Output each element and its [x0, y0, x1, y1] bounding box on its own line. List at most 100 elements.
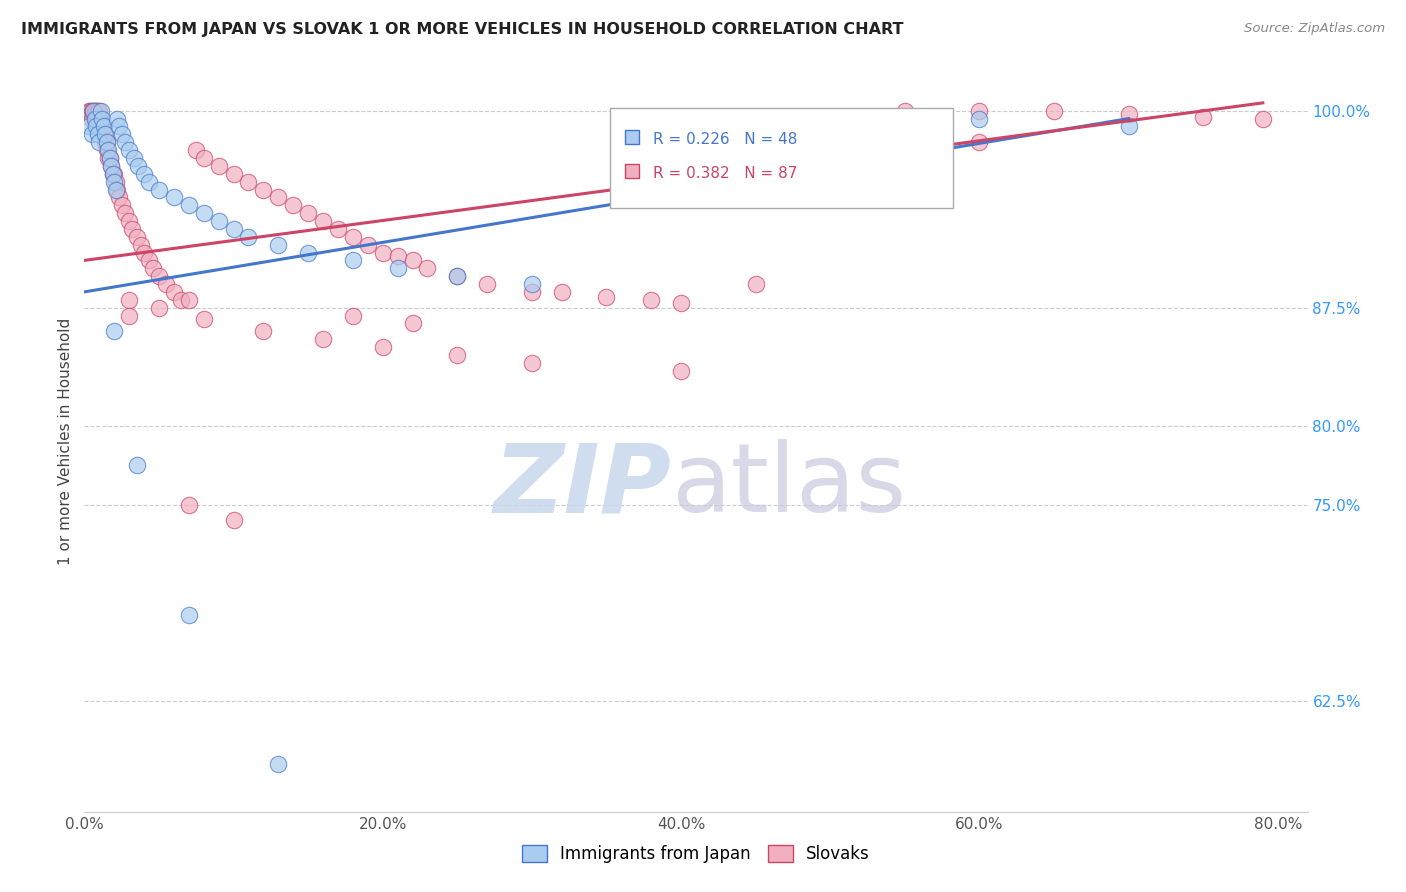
- Point: [520, 285, 543, 299]
- Point: [207, 159, 229, 173]
- Point: [193, 151, 215, 165]
- Point: [326, 222, 349, 236]
- Point: [100, 159, 122, 173]
- Point: [80, 103, 103, 118]
- Point: [127, 159, 149, 173]
- Point: [103, 324, 125, 338]
- Point: [401, 317, 423, 331]
- Point: [177, 198, 200, 212]
- Point: [83, 103, 105, 118]
- Point: [101, 167, 124, 181]
- Point: [177, 498, 200, 512]
- Point: [342, 309, 364, 323]
- Point: [104, 175, 127, 189]
- Point: [267, 757, 290, 772]
- Point: [107, 190, 129, 204]
- Point: [103, 167, 125, 181]
- Point: [90, 103, 112, 118]
- Point: [193, 311, 215, 326]
- Point: [104, 182, 127, 196]
- Point: [125, 229, 148, 244]
- Point: [90, 120, 112, 134]
- Point: [107, 120, 129, 134]
- Point: [97, 151, 120, 165]
- Point: [595, 290, 617, 304]
- Point: [163, 285, 186, 299]
- Point: [446, 348, 468, 362]
- Point: [267, 190, 290, 204]
- Point: [142, 261, 165, 276]
- Point: [84, 112, 107, 126]
- Point: [89, 112, 111, 126]
- Point: [297, 245, 319, 260]
- Point: [177, 293, 200, 307]
- Text: IMMIGRANTS FROM JAPAN VS SLOVAK 1 OR MORE VEHICLES IN HOUSEHOLD CORRELATION CHAR: IMMIGRANTS FROM JAPAN VS SLOVAK 1 OR MOR…: [21, 22, 904, 37]
- Point: [446, 269, 468, 284]
- Text: R = 0.382   N = 87: R = 0.382 N = 87: [654, 166, 797, 181]
- Point: [94, 128, 117, 142]
- Point: [1118, 120, 1140, 134]
- Point: [416, 261, 439, 276]
- Point: [475, 277, 498, 291]
- Point: [98, 151, 121, 165]
- Point: [744, 277, 766, 291]
- Point: [103, 175, 125, 189]
- Point: [357, 237, 380, 252]
- Point: [312, 214, 335, 228]
- Point: [138, 175, 160, 189]
- Point: [96, 135, 118, 149]
- Point: [669, 143, 692, 157]
- Point: [121, 222, 143, 236]
- Point: [114, 135, 136, 149]
- Point: [93, 128, 115, 142]
- Point: [207, 214, 229, 228]
- Point: [111, 198, 134, 212]
- Point: [132, 167, 155, 181]
- Point: [387, 261, 409, 276]
- Point: [297, 206, 319, 220]
- Point: [155, 277, 177, 291]
- Point: [267, 237, 290, 252]
- Point: [118, 214, 141, 228]
- Point: [969, 103, 991, 118]
- Point: [77, 103, 100, 118]
- Point: [969, 112, 991, 126]
- Point: [80, 112, 103, 126]
- Point: [193, 206, 215, 220]
- Point: [238, 229, 260, 244]
- Point: [84, 120, 107, 134]
- Point: [371, 245, 394, 260]
- Point: [138, 253, 160, 268]
- Point: [93, 120, 115, 134]
- Point: [148, 301, 170, 315]
- Point: [148, 269, 170, 284]
- Point: [238, 175, 260, 189]
- Point: [105, 182, 128, 196]
- Legend: Immigrants from Japan, Slovaks: Immigrants from Japan, Slovaks: [516, 838, 876, 870]
- Point: [520, 356, 543, 370]
- Point: [82, 103, 104, 118]
- Point: [1118, 107, 1140, 121]
- Point: [82, 103, 104, 118]
- Point: [894, 103, 917, 118]
- Text: Source: ZipAtlas.com: Source: ZipAtlas.com: [1244, 22, 1385, 36]
- Point: [222, 167, 245, 181]
- Point: [118, 293, 141, 307]
- Point: [91, 112, 114, 126]
- Point: [89, 103, 111, 118]
- Point: [1043, 103, 1066, 118]
- Point: [118, 309, 141, 323]
- Point: [640, 293, 662, 307]
- Point: [87, 128, 110, 142]
- Point: [97, 143, 120, 157]
- Point: [401, 253, 423, 268]
- Text: R = 0.226   N = 48: R = 0.226 N = 48: [654, 132, 797, 147]
- Point: [186, 143, 208, 157]
- Point: [1192, 110, 1215, 124]
- Point: [91, 120, 114, 134]
- Point: [80, 128, 103, 142]
- Point: [222, 513, 245, 527]
- Point: [342, 253, 364, 268]
- Point: [111, 128, 134, 142]
- Point: [84, 103, 107, 118]
